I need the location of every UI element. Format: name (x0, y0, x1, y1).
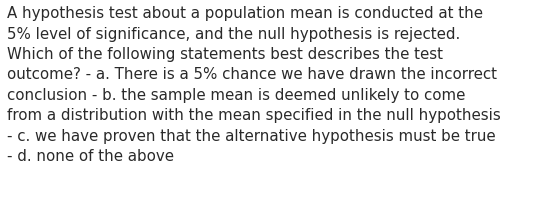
Text: A hypothesis test about a population mean is conducted at the
5% level of signif: A hypothesis test about a population mea… (7, 6, 501, 164)
